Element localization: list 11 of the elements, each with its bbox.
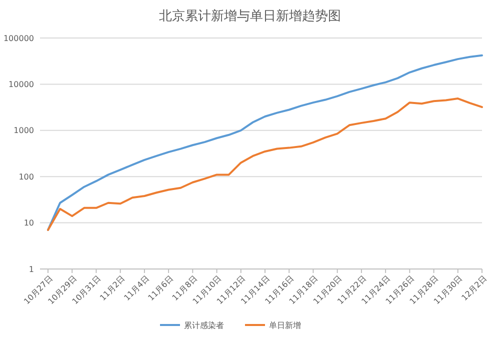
y-tick-label: 10000 xyxy=(8,80,34,89)
line-series xyxy=(47,54,483,231)
y-tick-label: 100000 xyxy=(3,34,34,43)
y-tick-label: 10 xyxy=(24,218,34,228)
legend-label: 累计感染者 xyxy=(184,320,224,330)
y-tick-label: 1 xyxy=(28,264,34,274)
y-tick-label: 1000 xyxy=(14,126,34,136)
legend-label: 单日新增 xyxy=(269,320,301,330)
chart-title: 北京累计新增与单日新增趋势图 xyxy=(159,9,341,24)
line-series xyxy=(47,98,483,231)
y-tick-label: 100 xyxy=(18,172,34,182)
